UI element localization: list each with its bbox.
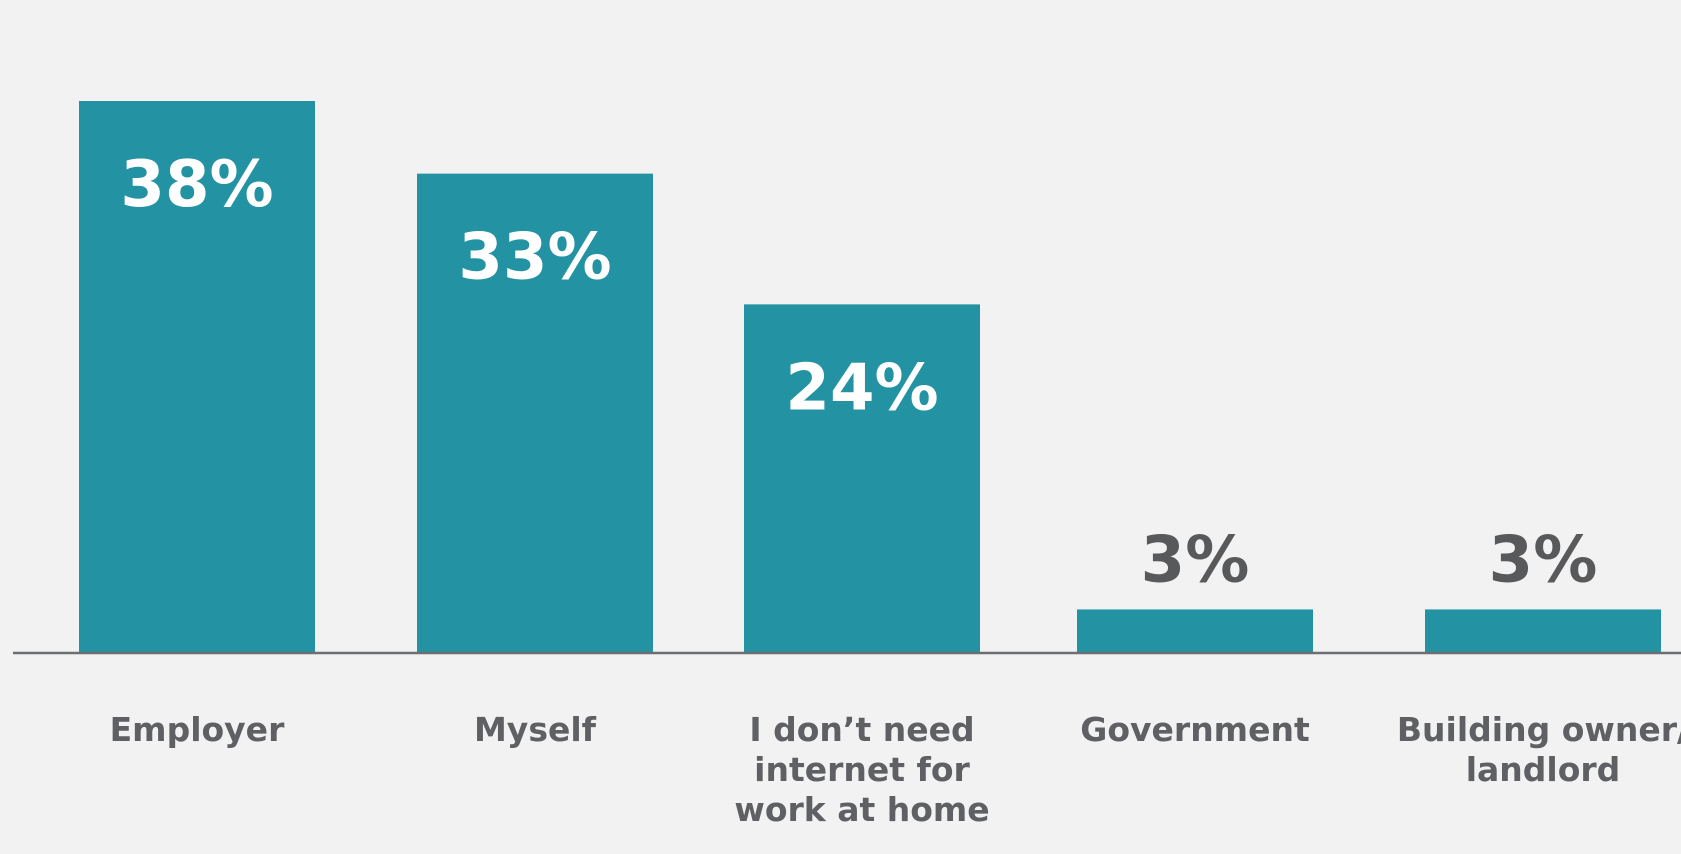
value-label-3: 3% [1141, 523, 1250, 597]
bars-group [79, 101, 1661, 653]
value-label-4: 3% [1489, 523, 1598, 597]
category-label-2: I don’t need internet for work at home [734, 710, 989, 829]
category-label-3-line-0: Government [1080, 710, 1310, 749]
category-label-1: Myself [474, 710, 597, 749]
category-label-2-line-2: work at home [734, 790, 989, 829]
bar-4 [1425, 609, 1661, 653]
bar-0 [79, 101, 315, 653]
category-labels-group: Employer Myself I don’t need internet for wo… [110, 710, 1681, 829]
category-label-1-line-0: Myself [474, 710, 597, 749]
bar-3 [1077, 609, 1313, 653]
category-label-0: Employer [110, 710, 285, 749]
category-label-2-line-1: internet for [754, 750, 970, 789]
bar-1 [417, 173, 653, 653]
category-label-4: Building owner/landlord [1397, 710, 1681, 789]
value-labels-group: 38% 33% 24% 3% 3% [120, 148, 1597, 597]
category-label-4-line-0: Building owner/ [1397, 710, 1681, 749]
category-label-3: Government [1080, 710, 1310, 749]
value-label-1: 33% [458, 221, 611, 295]
category-label-0-line-0: Employer [110, 710, 285, 749]
value-label-2: 24% [785, 351, 938, 425]
category-label-4-line-1: landlord [1466, 750, 1621, 789]
bar-2 [744, 304, 980, 653]
category-label-2-line-0: I don’t need [749, 710, 974, 749]
value-label-0: 38% [120, 148, 273, 222]
